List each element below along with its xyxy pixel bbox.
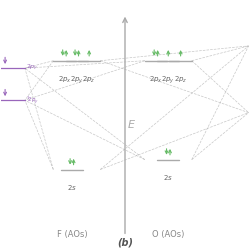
Text: $2p_y$: $2p_y$ — [161, 74, 175, 86]
Text: $2p_y$: $2p_y$ — [26, 63, 39, 73]
Text: $2p_x$: $2p_x$ — [58, 74, 71, 85]
Text: $^1\!2p_y$: $^1\!2p_y$ — [26, 94, 39, 106]
Text: $2s$: $2s$ — [163, 173, 173, 182]
Text: $2p_x$: $2p_x$ — [149, 74, 163, 85]
Text: F (AOs): F (AOs) — [56, 230, 87, 239]
Text: $2p_z$: $2p_z$ — [174, 74, 188, 85]
Text: O (AOs): O (AOs) — [152, 230, 184, 239]
Text: (b): (b) — [117, 238, 133, 248]
Text: $2p_z$: $2p_z$ — [82, 74, 96, 85]
Text: E: E — [128, 120, 134, 130]
Text: $2s$: $2s$ — [67, 183, 77, 192]
Text: $2p_y$: $2p_y$ — [70, 74, 84, 86]
